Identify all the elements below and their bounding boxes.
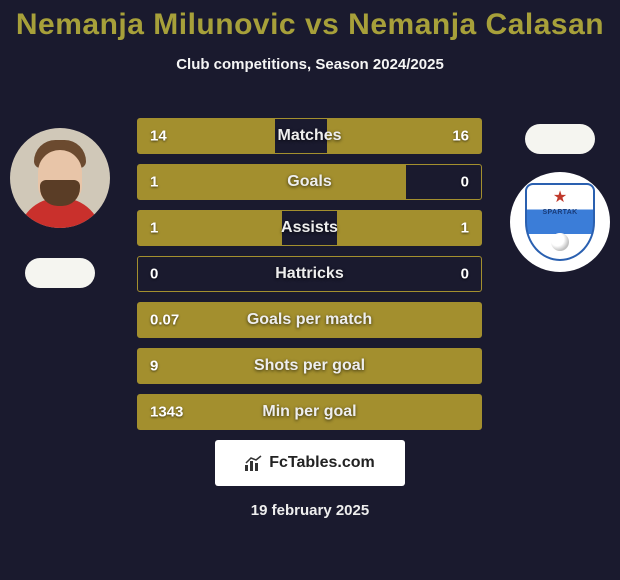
stat-fill-left xyxy=(138,165,406,199)
stat-bar: 1416Matches xyxy=(137,118,482,154)
stat-value-right: 0 xyxy=(461,174,469,191)
stat-fill-left xyxy=(138,395,481,429)
stat-bar: 11Assists xyxy=(137,210,482,246)
crest-text: SPARTAK xyxy=(527,209,593,216)
player1-avatar xyxy=(10,128,110,228)
crest-star-icon: ★ xyxy=(553,187,567,207)
stat-value-right: 1 xyxy=(461,220,469,237)
stat-value-left: 0 xyxy=(150,266,158,283)
chart-icon xyxy=(245,455,263,471)
title-player1: Nemanja Milunovic xyxy=(16,8,296,41)
comparison-title: Nemanja Milunovic vs Nemanja Calasan xyxy=(0,0,620,42)
stat-fill-left xyxy=(138,211,282,245)
player2-club-crest: ★ SPARTAK xyxy=(510,172,610,272)
title-vs: vs xyxy=(305,8,339,41)
brand-text: FcTables.com xyxy=(269,454,375,472)
stat-value-left: 14 xyxy=(150,128,167,145)
stat-value-left: 1 xyxy=(150,220,158,237)
title-player2: Nemanja Calasan xyxy=(348,8,604,41)
stat-value-left: 1 xyxy=(150,174,158,191)
stat-bar: 10Goals xyxy=(137,164,482,200)
stat-value-left: 0.07 xyxy=(150,312,179,329)
stat-fill-left xyxy=(138,349,481,383)
player1-club-badge xyxy=(25,258,95,288)
stat-value-right: 0 xyxy=(461,266,469,283)
stat-value-left: 1343 xyxy=(150,404,183,421)
stat-value-left: 9 xyxy=(150,358,158,375)
stat-bar: 0 0Hattricks xyxy=(137,256,482,292)
stat-bar: 9Shots per goal xyxy=(137,348,482,384)
brand-box[interactable]: FcTables.com xyxy=(215,440,405,486)
stat-label: Hattricks xyxy=(138,265,481,283)
subtitle: Club competitions, Season 2024/2025 xyxy=(0,56,620,73)
stat-fill-right xyxy=(337,211,481,245)
snapshot-date: 19 february 2025 xyxy=(0,502,620,519)
player2-club-badge xyxy=(525,124,595,154)
crest-ball-icon xyxy=(551,233,569,251)
stats-bars: 1416Matches10Goals11Assists00Hattricks0.… xyxy=(137,118,482,440)
stat-bar: 1343Min per goal xyxy=(137,394,482,430)
stat-fill-left xyxy=(138,303,481,337)
stat-value-right: 16 xyxy=(452,128,469,145)
stat-bar: 0.07Goals per match xyxy=(137,302,482,338)
